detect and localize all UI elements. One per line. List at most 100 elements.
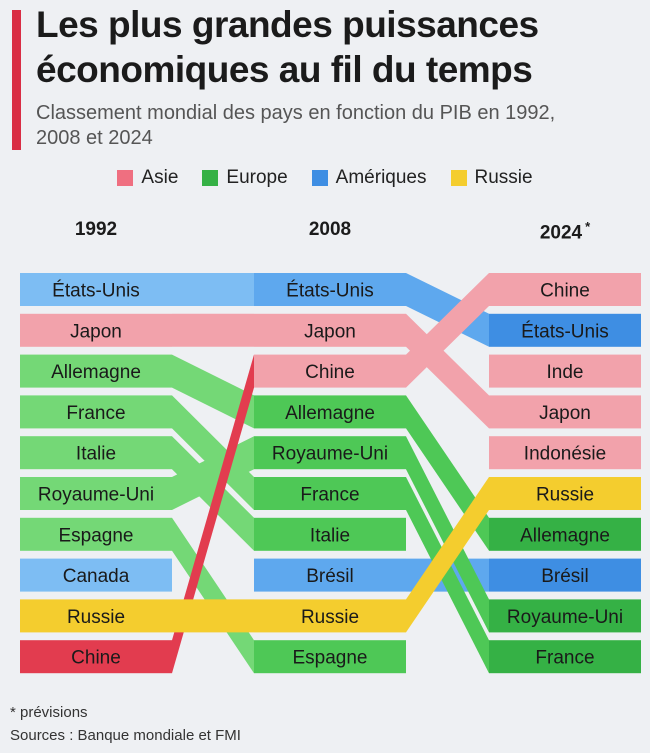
series-inde — [489, 354, 641, 388]
label-etats-unis-1992: États-Unis — [52, 281, 140, 302]
legend-swatch-asie — [117, 170, 134, 186]
series-france — [20, 395, 641, 674]
bar-inde-2024 — [489, 354, 641, 388]
bar-indonesie-2024 — [489, 436, 641, 470]
label-france-2008: France — [300, 485, 359, 506]
bar-allemagne-2008 — [254, 395, 406, 429]
series-espagne — [20, 517, 406, 674]
legend-swatch-russie — [450, 170, 467, 186]
legend-item-asie: Asie — [117, 167, 178, 189]
bar-russie-2008 — [254, 599, 406, 633]
year-label-2008: 2008 — [308, 219, 352, 240]
series-etats-unis — [20, 273, 641, 347]
series-italie — [20, 436, 406, 551]
label-allemagne-2024: Allemagne — [520, 525, 610, 546]
label-bresil-2024: Brésil — [541, 566, 589, 587]
bar-japon-2024 — [489, 395, 641, 429]
link-russie-1992-2008 — [172, 599, 254, 633]
label-france-2024: France — [535, 648, 594, 669]
bar-france-2024 — [489, 640, 641, 674]
link-etats-unis-1992-2008 — [172, 273, 254, 306]
footnote: * prévisions — [10, 704, 88, 721]
bar-russie-2024 — [489, 477, 641, 510]
link-russie-2008-2024 — [406, 477, 489, 633]
label-italie-1992: Italie — [76, 444, 116, 465]
label-japon-2008: Japon — [304, 321, 356, 342]
legend-label-ameriques: Amériques — [335, 167, 427, 188]
bar-japon-2008 — [254, 313, 406, 347]
bar-japon-1992 — [20, 313, 172, 347]
legend-item-ameriques: Amériques — [311, 167, 427, 189]
bar-france-1992 — [20, 395, 172, 429]
label-allemagne-1992: Allemagne — [51, 362, 141, 383]
series-indonesie — [489, 436, 641, 470]
year-label-1992: 1992 — [74, 219, 118, 240]
link-france-1992-2008 — [172, 395, 254, 510]
chart-title: Les plus grandes puissances économiques … — [36, 4, 539, 90]
label-royaume-uni-1992: Royaume-Uni — [38, 485, 154, 506]
bar-russie-1992 — [20, 599, 172, 633]
link-italie-1992-2008 — [172, 436, 254, 551]
label-royaume-uni-2008: Royaume-Uni — [272, 444, 388, 465]
link-espagne-1992-2008 — [172, 517, 254, 674]
label-etats-unis-2008: États-Unis — [286, 281, 374, 302]
bar-chine-1992 — [20, 640, 172, 674]
bar-bresil-2008 — [254, 558, 406, 592]
year-header-1992: 1992 — [20, 219, 172, 241]
bar-allemagne-2024 — [489, 517, 641, 551]
series-royaume-uni — [20, 436, 641, 633]
bar-royaume-uni-2024 — [489, 599, 641, 633]
link-etats-unis-2008-2024 — [406, 273, 489, 347]
bar-italie-2008 — [254, 517, 406, 551]
bar-chine-2008 — [254, 354, 406, 388]
legend-label-europe: Europe — [226, 167, 288, 188]
label-canada-1992: Canada — [63, 566, 130, 587]
bar-allemagne-1992 — [20, 354, 172, 388]
year-label-2024: 2024 — [539, 222, 583, 244]
label-chine-2024: Chine — [540, 281, 590, 302]
year-mark-2024: * — [585, 219, 591, 234]
label-bresil-2008: Brésil — [306, 566, 354, 587]
label-indonesie-2024: Indonésie — [524, 444, 606, 465]
label-chine-2008: Chine — [305, 362, 355, 383]
bar-france-2008 — [254, 477, 406, 510]
label-italie-2008: Italie — [310, 525, 350, 546]
link-france-2008-2024 — [406, 477, 489, 674]
accent-bar — [12, 10, 21, 150]
bar-labels: États-Unis Japon Allemagne France Italie Roya… — [38, 281, 623, 669]
bar-etats-unis-2008 — [254, 273, 406, 306]
year-header-2008: 2008 — [254, 219, 406, 241]
bar-canada-1992 — [20, 558, 172, 592]
label-japon-1992: Japon — [70, 321, 122, 342]
year-header-2024: 2024 * — [489, 219, 641, 244]
legend-swatch-ameriques — [311, 170, 328, 186]
bar-royaume-uni-1992 — [20, 477, 172, 510]
label-allemagne-2008: Allemagne — [285, 403, 375, 424]
bar-royaume-uni-2008 — [254, 436, 406, 470]
chart-subtitle: Classement mondial des pays en fonction … — [36, 102, 556, 149]
label-russie-2008: Russie — [301, 607, 359, 628]
label-japon-2024: Japon — [539, 403, 591, 424]
link-chine-2008-2024 — [406, 273, 489, 388]
label-espagne-1992: Espagne — [58, 525, 133, 546]
bar-etats-unis-1992 — [20, 273, 172, 306]
label-inde-2024: Inde — [547, 362, 584, 383]
legend-item-russie: Russie — [450, 167, 533, 189]
bar-espagne-2008 — [254, 640, 406, 674]
label-espagne-2008: Espagne — [292, 648, 367, 669]
legend-swatch-europe — [202, 170, 219, 186]
bar-espagne-1992 — [20, 517, 172, 551]
label-russie-1992: Russie — [67, 607, 125, 628]
link-chine-1992-2008 — [172, 354, 254, 674]
legend-label-asie: Asie — [141, 167, 179, 188]
label-russie-2024: Russie — [536, 485, 594, 506]
series-canada — [20, 558, 172, 592]
link-allemagne-1992-2008 — [172, 354, 254, 429]
bar-italie-1992 — [20, 436, 172, 470]
bar-chine-2024 — [489, 273, 641, 306]
bar-etats-unis-2024 — [489, 313, 641, 347]
label-france-1992: France — [66, 403, 125, 424]
sources: Sources : Banque mondiale et FMI — [10, 727, 241, 744]
series-russie — [20, 477, 641, 633]
